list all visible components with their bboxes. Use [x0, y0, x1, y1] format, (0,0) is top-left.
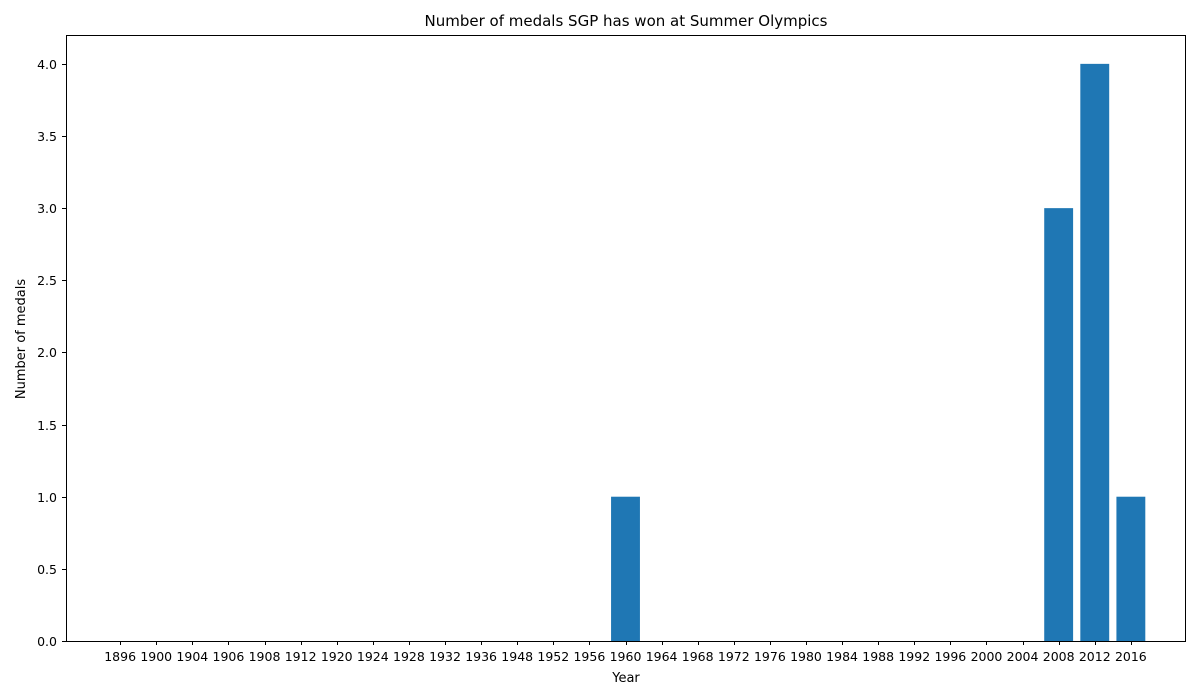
x-tick-label-1952: 1952: [537, 649, 569, 664]
plot-frame: [66, 35, 1186, 642]
bar-2012: [1080, 63, 1110, 642]
bar-2016: [1116, 496, 1146, 641]
x-tick-label-1972: 1972: [718, 649, 750, 664]
x-tick-label-1996: 1996: [934, 649, 966, 664]
x-tick-label-1956: 1956: [573, 649, 605, 664]
x-tick-label-1968: 1968: [682, 649, 714, 664]
x-axis-label: Year: [611, 671, 640, 686]
x-tick-label-1932: 1932: [429, 649, 461, 664]
x-tick-label-1908: 1908: [249, 649, 281, 664]
x-tick-label-1904: 1904: [176, 649, 208, 664]
x-tick-label-1976: 1976: [754, 649, 786, 664]
y-axis-label: Number of medals: [14, 279, 29, 400]
x-tick-label-1896: 1896: [104, 649, 136, 664]
x-tick-label-1936: 1936: [465, 649, 497, 664]
x-tick-label-2008: 2008: [1043, 649, 1075, 664]
x-tick-label-1992: 1992: [898, 649, 930, 664]
y-tick-label-4.0: 4.0: [37, 57, 57, 72]
x-tick-label-1928: 1928: [393, 649, 425, 664]
x-axis: 1896 1900 1904 1906 1908 1912 1920 1924 1928 1932…: [104, 641, 1147, 664]
bar-1960: [611, 496, 640, 641]
x-tick-label-2004: 2004: [1007, 649, 1039, 664]
bar-2008: [1044, 208, 1074, 641]
x-tick-label-1984: 1984: [826, 649, 858, 664]
y-tick-label-2.0: 2.0: [37, 345, 57, 360]
bars-group: [611, 63, 1146, 642]
y-tick-label-0.5: 0.5: [37, 562, 57, 577]
x-tick-label-1900: 1900: [140, 649, 172, 664]
y-tick-label-1.5: 1.5: [37, 418, 57, 433]
x-tick-label-1906: 1906: [213, 649, 245, 664]
x-tick-label-1912: 1912: [285, 649, 317, 664]
x-tick-label-1964: 1964: [646, 649, 678, 664]
x-tick-label-1988: 1988: [862, 649, 894, 664]
y-tick-label-3.5: 3.5: [37, 129, 57, 144]
x-tick-label-2012: 2012: [1079, 649, 1111, 664]
x-tick-label-1980: 1980: [790, 649, 822, 664]
chart-title: Number of medals SGP has won at Summer O…: [425, 12, 828, 30]
x-tick-label-1924: 1924: [357, 649, 389, 664]
y-axis: 0.0 0.5 1.0 1.5 2.0 2.5 3.0 3.5 4.0: [37, 57, 66, 649]
x-tick-label-2016: 2016: [1115, 649, 1147, 664]
x-tick-label-2000: 2000: [971, 649, 1003, 664]
x-tick-label-1960: 1960: [610, 649, 642, 664]
y-tick-label-3.0: 3.0: [37, 201, 57, 216]
y-tick-label-2.5: 2.5: [37, 273, 57, 288]
y-tick-label-1.0: 1.0: [37, 490, 57, 505]
x-tick-label-1920: 1920: [321, 649, 353, 664]
x-tick-label-1948: 1948: [501, 649, 533, 664]
y-tick-label-0.0: 0.0: [37, 634, 57, 649]
